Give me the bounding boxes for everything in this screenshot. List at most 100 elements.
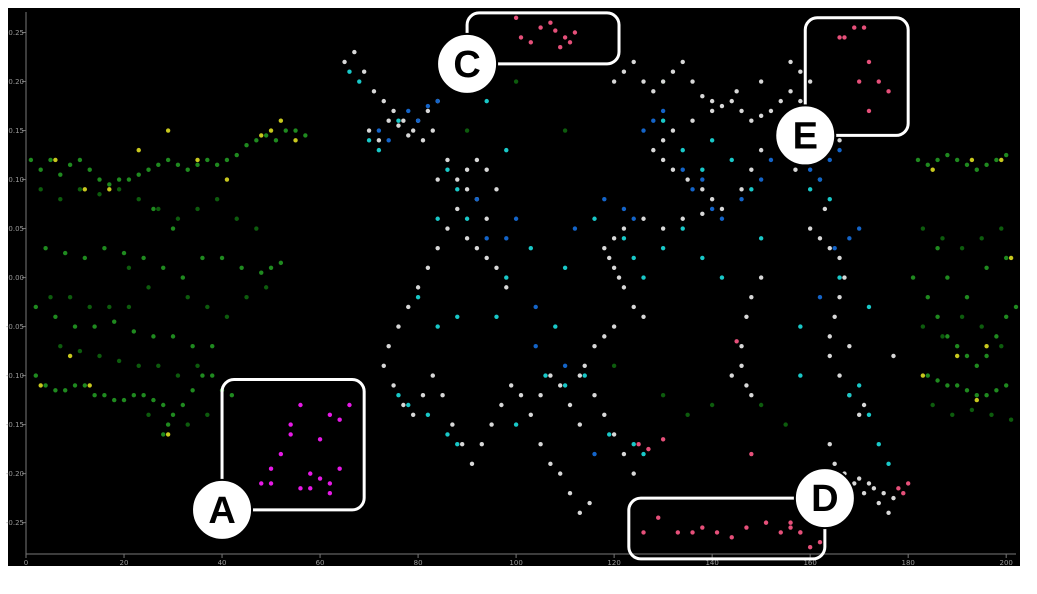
data-point <box>749 167 754 172</box>
data-point <box>298 402 303 408</box>
data-point <box>229 392 235 398</box>
data-point <box>719 275 725 280</box>
data-point <box>327 481 333 486</box>
data-point <box>474 157 480 163</box>
data-point <box>63 388 68 393</box>
data-point <box>327 412 333 418</box>
data-point <box>263 285 269 290</box>
data-point <box>87 383 92 388</box>
data-point <box>513 422 519 427</box>
data-point <box>156 162 161 168</box>
data-point <box>587 500 592 506</box>
data-point <box>97 353 102 359</box>
data-point <box>562 128 568 133</box>
data-point <box>102 392 107 398</box>
annotation-label-d: D <box>811 478 838 520</box>
data-point <box>709 402 715 408</box>
data-point <box>680 216 685 221</box>
data-point <box>827 442 832 447</box>
data-point <box>67 353 73 359</box>
data-point <box>680 226 685 231</box>
data-point <box>440 392 445 398</box>
axes: 0 20 40 60 80 100 120 140 160 180 200 0.25 0.20 0.15 0… <box>6 12 1016 567</box>
data-point <box>278 118 284 123</box>
data-point <box>58 343 63 349</box>
data-point <box>793 167 798 172</box>
data-point <box>602 245 607 251</box>
data-point <box>489 422 494 427</box>
data-point <box>415 285 421 290</box>
data-point <box>445 157 450 163</box>
data-point <box>842 35 847 40</box>
data-point <box>856 476 862 481</box>
data-point <box>107 182 112 187</box>
data-point <box>758 177 764 182</box>
data-point <box>455 206 460 212</box>
data-point <box>1003 152 1009 158</box>
data-point <box>641 314 646 319</box>
data-point <box>852 25 857 30</box>
data-point <box>479 442 484 447</box>
data-point <box>381 98 386 104</box>
data-point <box>165 422 171 427</box>
data-point <box>72 383 78 388</box>
data-point <box>508 383 514 388</box>
data-point <box>994 334 999 339</box>
data-point <box>327 491 333 496</box>
data-point <box>592 343 597 349</box>
data-point <box>455 442 460 447</box>
data-point <box>567 402 573 408</box>
y-tick-label: -0.25 <box>6 519 24 527</box>
x-tick-label: 140 <box>705 559 718 567</box>
data-point <box>577 373 583 378</box>
data-point <box>254 138 259 143</box>
data-point <box>136 363 141 368</box>
data-point <box>749 118 754 123</box>
data-point <box>195 162 200 168</box>
data-point <box>881 491 886 496</box>
data-point <box>592 451 597 457</box>
data-point <box>758 236 764 241</box>
data-point <box>543 373 548 378</box>
y-tick-label: -0.05 <box>6 323 24 331</box>
data-point <box>837 255 842 261</box>
data-point <box>337 417 342 422</box>
data-point <box>729 535 734 540</box>
data-point <box>357 79 362 84</box>
data-point <box>259 481 264 486</box>
data-point <box>504 236 509 241</box>
data-point <box>170 412 176 418</box>
data-point <box>381 363 386 368</box>
data-point <box>200 255 205 261</box>
data-point <box>901 491 906 496</box>
data-point <box>337 466 342 471</box>
data-point <box>553 28 558 33</box>
data-point <box>700 94 705 99</box>
data-point <box>494 265 499 270</box>
data-point <box>979 324 984 329</box>
data-point <box>876 442 881 447</box>
data-point <box>425 265 431 270</box>
data-point <box>391 383 396 388</box>
data-point <box>268 128 274 133</box>
data-point <box>984 162 989 168</box>
data-point <box>876 79 881 84</box>
data-point <box>205 304 210 310</box>
data-point <box>146 167 151 172</box>
data-point <box>219 255 225 261</box>
data-point <box>611 363 617 368</box>
data-point <box>82 383 88 388</box>
data-point <box>768 157 774 163</box>
data-point <box>224 157 230 163</box>
data-point <box>283 128 288 133</box>
data-point <box>709 196 715 202</box>
data-point <box>317 437 323 442</box>
data-point <box>788 525 793 530</box>
annotation-label-c: C <box>453 44 480 86</box>
data-point <box>268 466 274 471</box>
data-point <box>974 397 979 403</box>
data-point <box>935 314 940 319</box>
data-point <box>146 285 151 290</box>
data-point <box>994 388 999 393</box>
data-point <box>866 412 872 418</box>
